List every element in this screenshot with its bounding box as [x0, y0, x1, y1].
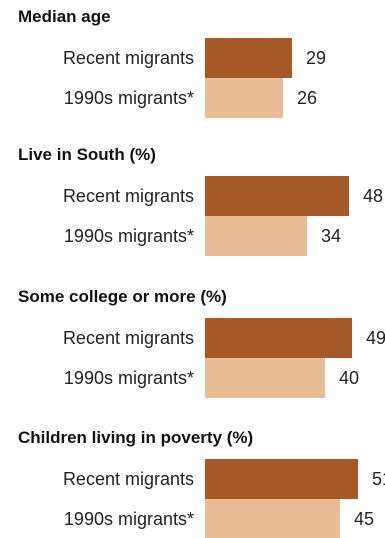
panel-title: Live in South (%)	[18, 145, 156, 164]
category-label: Recent migrants	[63, 469, 194, 489]
panel-title: Median age	[18, 7, 111, 26]
value-label: 45	[354, 509, 374, 529]
value-label: 40	[339, 368, 359, 388]
value-label: 34	[321, 226, 341, 246]
panel-1: Median age Recent migrants 29 1990s migrant…	[18, 7, 326, 118]
category-label: Recent migrants	[63, 328, 194, 348]
value-label: 49	[366, 328, 385, 348]
bar-recent	[205, 176, 349, 216]
category-label: 1990s migrants*	[64, 509, 194, 529]
value-label: 48	[363, 186, 383, 206]
category-label: 1990s migrants*	[64, 368, 194, 388]
category-label: 1990s migrants*	[64, 226, 194, 246]
panel-2: Live in South (%) Recent migrants 48 1990s …	[18, 145, 383, 256]
panel-title: Some college or more (%)	[18, 287, 227, 306]
category-label: 1990s migrants*	[64, 88, 194, 108]
category-label: Recent migrants	[63, 48, 194, 68]
bar-earlier	[205, 358, 325, 398]
bar-recent	[205, 318, 352, 358]
bar-earlier	[205, 499, 340, 538]
bar-earlier	[205, 216, 307, 256]
value-label: 29	[306, 48, 326, 68]
panel-3: Some college or more (%) Recent migrants 4…	[18, 287, 385, 398]
value-label: 51	[372, 469, 385, 489]
category-label: Recent migrants	[63, 186, 194, 206]
bar-earlier	[205, 78, 283, 118]
bar-recent	[205, 38, 292, 78]
panel-title: Children living in poverty (%)	[18, 428, 253, 447]
panel-4: Children living in poverty (%) Recent mig…	[18, 428, 385, 538]
bar-recent	[205, 459, 358, 499]
value-label: 26	[297, 88, 317, 108]
